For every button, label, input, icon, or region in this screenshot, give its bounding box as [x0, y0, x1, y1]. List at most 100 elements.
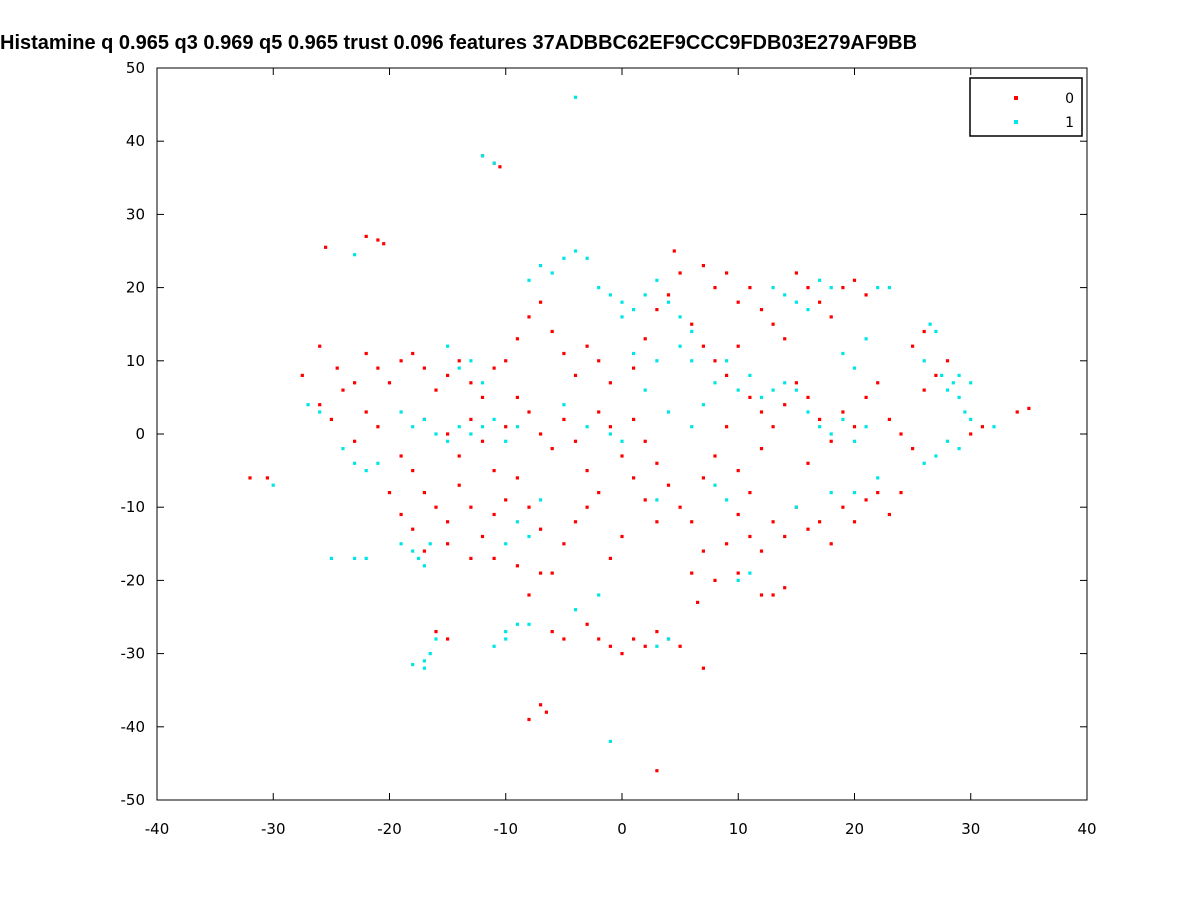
data-point: [632, 417, 636, 421]
data-point: [678, 271, 682, 275]
data-point: [527, 534, 531, 539]
data-point: [655, 308, 659, 312]
axes: -40 -30 -20 -10 0 10 20 30 4050403020100-10-20-3…: [121, 59, 1097, 838]
data-point: [376, 238, 380, 242]
data-point: [643, 337, 647, 341]
data-point: [934, 454, 938, 458]
data-point: [446, 637, 450, 641]
data-point: [608, 432, 612, 436]
data-point: [701, 264, 705, 268]
data-point: [446, 542, 450, 546]
data-point: [980, 425, 984, 429]
data-point: [399, 410, 403, 414]
data-point: [748, 571, 752, 575]
data-point: [376, 461, 380, 465]
data-point: [515, 564, 519, 568]
data-point: [364, 469, 368, 473]
data-point: [329, 417, 333, 421]
data-point: [411, 663, 415, 667]
y-tick-label: 10: [126, 352, 145, 370]
data-point: [690, 520, 694, 524]
legend: 01: [969, 77, 1083, 137]
chart-title-text: Histamine q 0.965 q3 0.969 q5 0.965 trus…: [0, 32, 918, 54]
data-point: [759, 549, 764, 553]
data-point: [469, 556, 473, 560]
y-tick-label: 50: [126, 59, 145, 77]
data-point: [690, 322, 694, 326]
data-point: [690, 571, 694, 575]
plot-frame: [156, 67, 1088, 801]
data-point: [887, 417, 891, 421]
data-point: [690, 329, 694, 334]
data-point: [771, 593, 775, 597]
data-point: [585, 256, 589, 260]
data-point: [1027, 406, 1031, 410]
data-point: [597, 637, 601, 641]
data-point: [736, 300, 740, 304]
data-point: [794, 300, 798, 304]
data-point: [736, 512, 740, 517]
data-point: [701, 549, 705, 553]
data-point: [992, 425, 996, 429]
data-point: [841, 351, 845, 356]
data-point: [922, 461, 926, 465]
data-point: [713, 454, 717, 458]
data-point: [713, 359, 717, 363]
data-point: [364, 234, 368, 238]
data-point: [748, 491, 752, 495]
data-point: [736, 469, 740, 473]
data-point: [550, 571, 554, 575]
data-point: [818, 425, 822, 429]
data-point: [417, 556, 421, 560]
data-point: [248, 476, 252, 480]
data-point: [573, 95, 578, 99]
data-point: [876, 476, 880, 480]
data-point: [457, 366, 461, 370]
data-point: [562, 417, 566, 421]
data-point: [539, 264, 543, 268]
data-point: [969, 381, 973, 385]
data-point: [725, 271, 729, 275]
data-point: [783, 534, 787, 539]
data-point: [829, 286, 833, 290]
data-point: [922, 359, 926, 363]
y-tick-label: -30: [121, 645, 146, 663]
data-point: [422, 659, 426, 663]
data-point: [492, 644, 496, 648]
data-point: [666, 483, 671, 487]
series-1: [271, 95, 996, 743]
data-point: [759, 447, 764, 451]
data-point: [713, 483, 717, 487]
data-point: [841, 505, 845, 509]
data-point: [562, 542, 566, 546]
data-point: [550, 447, 554, 451]
data-point: [585, 469, 589, 473]
data-point: [585, 622, 589, 626]
data-point: [399, 454, 403, 458]
data-point: [515, 425, 519, 429]
data-point: [713, 286, 717, 290]
data-point: [428, 652, 432, 656]
data-point: [713, 381, 717, 385]
data-point: [457, 425, 461, 429]
data-point: [527, 717, 531, 722]
data-point: [492, 512, 496, 517]
data-point: [911, 447, 915, 451]
data-point: [457, 483, 461, 487]
data-point: [498, 165, 502, 169]
data-point: [335, 366, 339, 370]
data-point: [434, 630, 438, 634]
data-point: [934, 373, 938, 377]
data-point: [492, 556, 496, 560]
data-point: [539, 703, 543, 707]
data-point: [701, 476, 705, 480]
data-point: [562, 403, 566, 407]
data-point: [422, 549, 426, 553]
data-point: [353, 461, 357, 465]
data-point: [922, 388, 926, 392]
data-point: [969, 417, 973, 421]
data-point: [492, 417, 496, 421]
data-point: [829, 315, 833, 319]
data-point: [608, 556, 612, 560]
data-point: [539, 300, 543, 304]
